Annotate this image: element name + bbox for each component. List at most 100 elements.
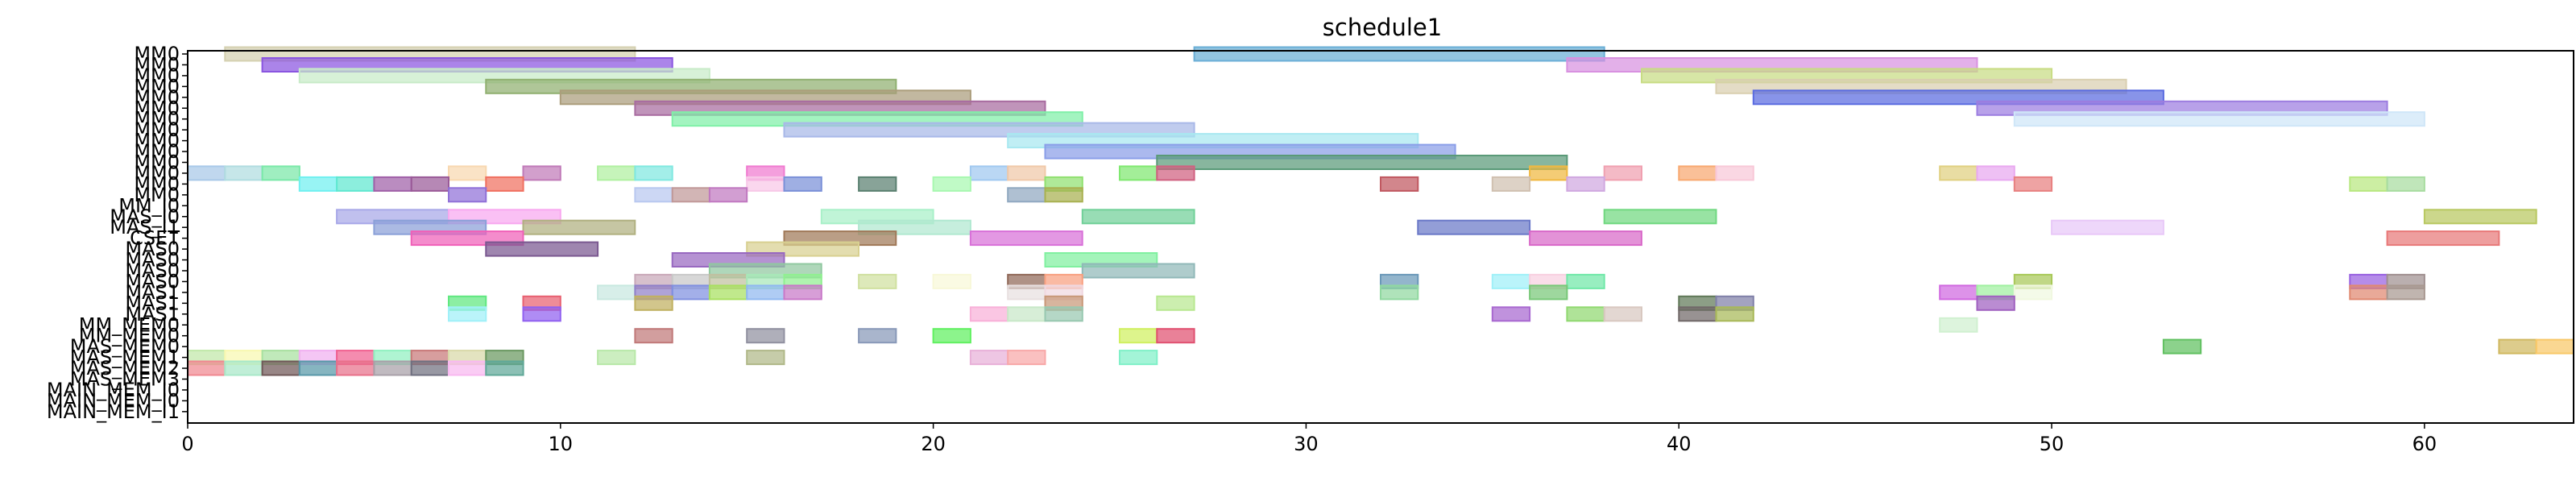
bar-mm0-13	[2013, 111, 2425, 127]
bar-mas1-125	[1566, 306, 1605, 322]
bar-mm-mem0-134	[1119, 328, 1158, 344]
y-tick-label: MAS_MEM2	[70, 357, 180, 380]
y-tick-label: MAIN_MEM_I0	[47, 389, 180, 412]
bar-mas-mem2-153	[187, 360, 226, 376]
bar-mas-mem2-159	[410, 360, 450, 376]
bar-mm-mem0-135	[1156, 328, 1195, 344]
y-tick-label: MM0	[134, 130, 180, 152]
bar-mm0-42	[783, 176, 822, 192]
bar-mm0-27	[1007, 165, 1046, 181]
bar-mm0-20	[261, 165, 300, 181]
y-tick-label: MM0	[134, 108, 180, 131]
bar-mas0-90	[1491, 273, 1531, 289]
bar-mas1-98	[671, 284, 711, 301]
x-tick-label: 20	[921, 433, 946, 455]
bar-mm0-36	[298, 176, 338, 192]
bar-mas-mem1-150	[969, 350, 1009, 366]
bar-mm-mem0-130	[634, 328, 673, 344]
bar-mas-i1-68	[2051, 219, 2164, 235]
y-tick-label: MAS_MEM3	[70, 368, 180, 391]
bar-mm0-21	[448, 165, 487, 181]
y-tick-label: MAS_MEM1	[70, 346, 180, 369]
bar-mm0-17	[1156, 155, 1568, 170]
bar-mm0-47	[1491, 176, 1531, 192]
bar-mm0-57	[1044, 187, 1083, 203]
x-axis: 0 10 20 30 40 50 60	[181, 423, 2437, 455]
y-tick-label: MAS1	[125, 281, 180, 304]
bar-mas-mem2-154	[224, 360, 263, 376]
bar-mm0-29	[1156, 165, 1195, 181]
y-tick-label: MM_MEM0	[79, 313, 180, 336]
bar-mm0-38	[373, 176, 412, 192]
bar-mm0-31	[1603, 165, 1642, 181]
bar-mm0-49	[2013, 176, 2053, 192]
bar-mas1-121	[969, 306, 1009, 322]
bar-mas1-128	[1715, 306, 1754, 322]
bar-mas1-118	[1976, 295, 2015, 311]
y-tick-label: MM0	[134, 75, 180, 97]
y-tick-label: MM0	[134, 53, 180, 76]
bar-mas0-85	[858, 273, 897, 289]
bar-mas1-124	[1491, 306, 1531, 322]
y-tick-label: MAS0	[125, 270, 180, 292]
bar-mas-mem1-152	[1119, 350, 1158, 366]
bar-mas-i0-61	[1081, 209, 1195, 225]
y-tick-label: MM0	[134, 172, 180, 195]
bar-mas1-102	[1007, 284, 1046, 301]
y-axis: MM0MM0MM0MM0MM0MM0MM0MM0MM0MM0MM0MM0MM0M…	[47, 43, 188, 423]
bar-mm0-32	[1678, 165, 1717, 181]
bar-mas1-106	[1939, 284, 1978, 301]
x-tick-label: 60	[2412, 433, 2437, 455]
y-tick-label: MAS_I0	[110, 205, 180, 228]
bar-mm0-34	[1939, 165, 1978, 181]
x-tick-label: 50	[2040, 433, 2065, 455]
bar-mm0-53	[634, 187, 673, 203]
y-tick-label: MM0	[134, 118, 180, 141]
bar-mas1-113	[634, 295, 673, 311]
bar-mm0-41	[746, 176, 785, 192]
bar-mm0-30	[1529, 165, 1568, 181]
bar-mas-mem1-151	[1007, 350, 1046, 366]
y-tick-label: MM0	[134, 184, 180, 206]
bar-mm0-28	[1119, 165, 1158, 181]
bar-mas1-109	[2349, 284, 2388, 301]
bar-mm-mem0-132	[858, 328, 897, 344]
bar-mas1-104	[1380, 284, 1419, 301]
bar-mm-mem0-129	[1939, 317, 1978, 333]
bar-mm0-51	[2386, 176, 2425, 192]
x-tick-label: 0	[181, 433, 193, 455]
bar-mas0-92	[1566, 273, 1605, 289]
x-tick-label: 30	[1294, 433, 1319, 455]
x-tick-label: 10	[549, 433, 574, 455]
bar-mm0-56	[1007, 187, 1046, 203]
bar-mm0-22	[522, 165, 561, 181]
bar-mas-i0-62	[1603, 209, 1717, 225]
bar-cset-71	[969, 230, 1083, 247]
y-tick-label: MAS0	[125, 238, 180, 260]
bar-mas1-119	[448, 306, 487, 322]
bar-mas1-96	[597, 284, 636, 301]
y-tick-label: MM0	[134, 140, 180, 163]
bar-mm-mem0-133	[932, 328, 971, 344]
bar-mas-mem2-161	[485, 360, 524, 376]
bar-mm0-39	[410, 176, 450, 192]
y-tick-label: MM0	[134, 162, 180, 185]
bar-mas-mem0-137	[2498, 338, 2537, 355]
bar-mas-mem0-138	[2535, 338, 2574, 355]
bar-mas1-108	[2013, 284, 2053, 301]
x-tick-label: 40	[1667, 433, 1692, 455]
bar-mas-mem2-156	[298, 360, 338, 376]
bar-mm0-50	[2349, 176, 2388, 192]
bar-mas1-127	[1678, 306, 1717, 322]
bar-mas-i1-65	[522, 219, 636, 235]
bar-mm0-1	[1193, 46, 1605, 62]
bar-mas-mem2-160	[448, 360, 487, 376]
bar-mas1-101	[783, 284, 822, 301]
y-tick-label: MM0	[134, 64, 180, 87]
y-tick-label: MM0	[134, 86, 180, 109]
y-tick-label: MAS1	[125, 292, 180, 314]
bar-mas-mem1-148	[597, 350, 636, 366]
bar-mas-i0-63	[2423, 209, 2537, 225]
y-tick-label: MAS_MEM0	[70, 335, 180, 358]
